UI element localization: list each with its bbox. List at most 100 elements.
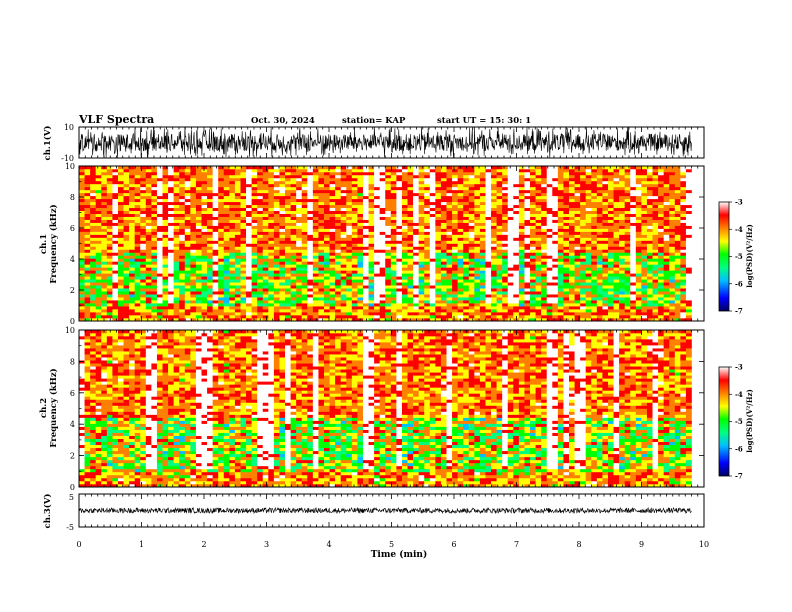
spectrogram-cell xyxy=(117,312,124,316)
spectrogram-cell xyxy=(518,312,525,316)
spectrogram-cell xyxy=(569,210,575,214)
spectrogram-cell xyxy=(541,219,548,223)
spectrogram-cell xyxy=(168,234,174,238)
spectrogram-cell xyxy=(585,282,592,286)
spectrogram-cell xyxy=(569,294,575,298)
spectrogram-cell xyxy=(234,186,241,191)
spectrogram-cell xyxy=(491,234,497,238)
spectrogram-cell xyxy=(307,174,314,179)
spectrogram-cell xyxy=(452,297,458,301)
spectrogram-cell xyxy=(385,294,392,298)
spectrogram-cell xyxy=(385,171,392,176)
spectrogram-cell xyxy=(530,207,536,212)
spectrogram-cell xyxy=(474,183,481,188)
spectrogram-cell xyxy=(401,168,408,173)
spectrogram-cell xyxy=(257,276,264,280)
spectrogram-cell xyxy=(173,243,180,247)
spectrogram-cell xyxy=(340,303,347,307)
spectrogram-cell xyxy=(195,177,202,182)
spectrogram-cell xyxy=(569,219,575,223)
spectrogram-cell xyxy=(357,174,364,179)
spectrogram-cell xyxy=(129,219,135,223)
spectrogram-cell xyxy=(307,168,314,173)
spectrogram-cell xyxy=(413,195,419,200)
spectrogram-cell xyxy=(496,306,503,310)
spectrogram-cell xyxy=(485,270,492,274)
spectrogram-cell xyxy=(140,255,147,259)
spectrogram-cell xyxy=(307,285,314,289)
spectrogram-cell xyxy=(156,288,163,292)
spectrogram-cell xyxy=(312,246,319,250)
spectrogram-cell xyxy=(351,300,358,304)
spectrogram-cell xyxy=(117,174,124,179)
spectrogram-cell xyxy=(535,255,542,259)
spectrogram-cell xyxy=(145,192,152,197)
spectrogram-cell xyxy=(580,195,587,200)
spectrogram-cell xyxy=(569,180,575,185)
spectrogram-cell xyxy=(474,222,481,226)
spectrogram-cell xyxy=(541,252,548,256)
spectrogram-cell xyxy=(440,213,447,217)
spectrogram-cell xyxy=(168,189,174,194)
spectrogram-cell xyxy=(541,246,548,250)
spectrogram-cell xyxy=(491,300,497,304)
spectrogram-cell xyxy=(168,258,174,262)
spectrogram-cell xyxy=(440,315,447,319)
spectrogram-cell xyxy=(184,177,191,182)
spectrogram-cell xyxy=(401,213,408,217)
spectrogram-cell xyxy=(513,267,520,271)
spectrogram-cell xyxy=(596,192,603,197)
spectrogram-cell xyxy=(518,303,525,307)
spectrogram-cell xyxy=(546,279,553,283)
spectrogram-cell xyxy=(251,219,258,223)
spectrogram-cell xyxy=(557,166,564,170)
spectrogram-cell xyxy=(257,309,264,313)
spectrogram-cell xyxy=(218,297,225,301)
spectrogram-cell xyxy=(468,309,475,313)
spectrogram-cell xyxy=(134,279,141,283)
spectrogram-cell xyxy=(585,180,592,185)
spectrogram-cell xyxy=(357,186,364,191)
spectrogram-cell xyxy=(218,318,225,322)
spectrogram-cell xyxy=(273,234,280,238)
spectrogram-cell xyxy=(112,318,119,322)
spectrogram-cell xyxy=(273,189,280,194)
spectrogram-cell xyxy=(530,255,536,259)
spectrogram-cell xyxy=(95,216,102,220)
spectrogram-cell xyxy=(346,300,353,304)
spectrogram-cell xyxy=(468,315,475,319)
spectrogram-cell xyxy=(151,309,158,313)
spectrogram-cell xyxy=(452,231,458,235)
spectrogram-cell xyxy=(312,201,319,206)
spectrogram-cell xyxy=(312,249,319,253)
spectrogram-cell xyxy=(134,294,141,298)
spectrogram-cell xyxy=(290,276,297,280)
spectrogram-cell xyxy=(351,174,358,179)
spectrogram-cell xyxy=(112,237,119,241)
spectrogram-cell xyxy=(457,291,464,295)
spectrogram-cell xyxy=(418,177,425,182)
spectrogram-cell xyxy=(312,183,319,188)
spectrogram-cell xyxy=(117,294,124,298)
spectrogram-cell xyxy=(173,216,180,220)
spectrogram-cell xyxy=(479,225,486,229)
spectrogram-cell xyxy=(240,189,247,194)
spectrogram-cell xyxy=(156,246,163,250)
spectrogram-cell xyxy=(424,276,431,280)
spectrogram-cell xyxy=(173,261,180,265)
spectrogram-cell xyxy=(368,288,375,292)
spectrogram-cell xyxy=(84,204,91,209)
spectrogram-cell xyxy=(379,300,386,304)
spectrogram-cell xyxy=(479,285,486,289)
spectrogram-cell xyxy=(117,219,124,223)
spectrogram-cell xyxy=(552,225,559,229)
spectrogram-cell xyxy=(346,168,353,173)
spectrogram-cell xyxy=(385,246,392,250)
spectrogram-cell xyxy=(134,189,141,194)
spectrogram-cell xyxy=(301,177,308,182)
spectrogram-cell xyxy=(479,246,486,250)
spectrogram-cell xyxy=(596,204,603,209)
spectrogram-cell xyxy=(357,201,364,206)
spectrogram-cell xyxy=(535,276,542,280)
spectrogram-cell xyxy=(335,180,342,185)
